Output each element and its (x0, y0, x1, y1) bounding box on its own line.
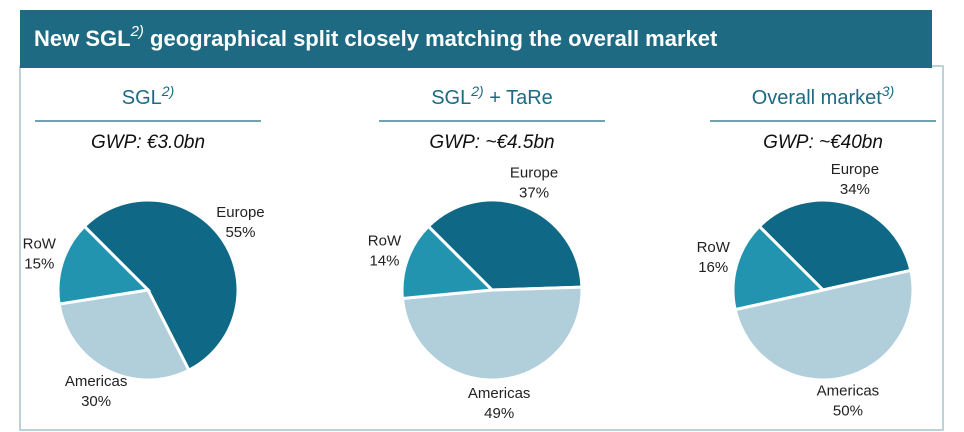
slice-category: RoW (368, 232, 402, 249)
slice-value: 15% (24, 256, 54, 273)
pie-slice (731, 224, 826, 312)
pie-slice (400, 285, 584, 382)
pie-subtitle: GWP: €3.0bn (91, 132, 205, 153)
slice-category: Europe (216, 204, 264, 221)
pie-title: SGL2) + TaRe (431, 83, 553, 110)
pie-title-main: Overall market (752, 87, 882, 109)
pie-slice (57, 288, 191, 382)
slice-value: 49% (484, 405, 514, 422)
header-title: New SGL2) geographical split closely mat… (34, 23, 718, 51)
slice-category: RoW (23, 236, 57, 253)
slice-value: 50% (833, 403, 863, 420)
pie-title-sup: 2) (161, 83, 174, 99)
header-title-main: New SGL (34, 26, 131, 51)
pie-title-rest: + TaRe (484, 87, 553, 109)
header-title-rest: geographical split closely matching the … (144, 26, 718, 51)
header-bar (20, 10, 932, 68)
slice-value: 37% (519, 185, 549, 202)
pie-slice (82, 198, 240, 373)
slice-value: 34% (840, 181, 870, 198)
slice-value: 55% (225, 224, 255, 241)
pie-slice (56, 224, 152, 306)
pie-title-sup: 3) (882, 83, 894, 99)
pie-slice (757, 198, 913, 292)
slice-value: 14% (369, 252, 399, 269)
pie-title: Overall market3) (752, 83, 894, 110)
pie-slice (733, 268, 915, 382)
slice-category: Americas (65, 373, 128, 390)
slice-value: 30% (81, 393, 111, 410)
pie-title-sup: 2) (470, 83, 483, 99)
slice-category: Europe (510, 165, 558, 182)
slice-category: Americas (468, 385, 531, 402)
pie-slice (426, 198, 584, 292)
slice-category: Americas (817, 383, 880, 400)
header-title-sup: 2) (130, 23, 144, 40)
slice-value: 16% (698, 259, 728, 276)
pie-title: SGL2) (122, 83, 174, 110)
pie-title-main: SGL (122, 87, 162, 109)
slice-category: RoW (697, 239, 731, 256)
pie-slice (400, 224, 496, 301)
pie-subtitle: GWP: ~€40bn (763, 132, 883, 153)
pie-title-main: SGL (431, 87, 471, 109)
slice-category: Europe (831, 161, 879, 178)
pie-subtitle: GWP: ~€4.5bn (429, 132, 554, 153)
